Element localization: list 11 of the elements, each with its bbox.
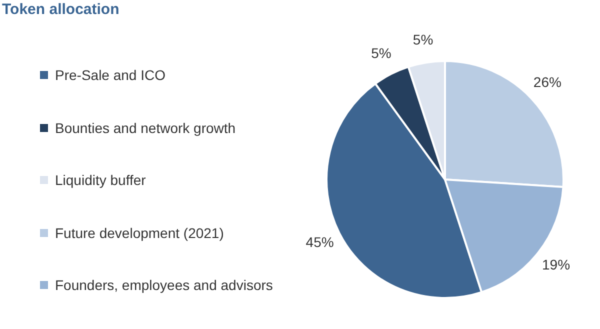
legend-label: Future development (2021)	[55, 224, 224, 240]
chart-title: Token allocation	[2, 1, 120, 18]
data-label: 5%	[371, 45, 392, 62]
data-label: 5%	[412, 32, 434, 48]
legend-label: Founders, employees and advisors	[55, 277, 273, 293]
legend-label: Liquidity buffer	[55, 172, 146, 188]
legend-label: Bounties and network growth	[55, 120, 236, 136]
legend-label: Pre-Sale and ICO	[55, 67, 166, 83]
data-label: 45%	[306, 234, 334, 250]
data-label: 26%	[533, 74, 562, 90]
data-label: 19%	[542, 256, 570, 272]
